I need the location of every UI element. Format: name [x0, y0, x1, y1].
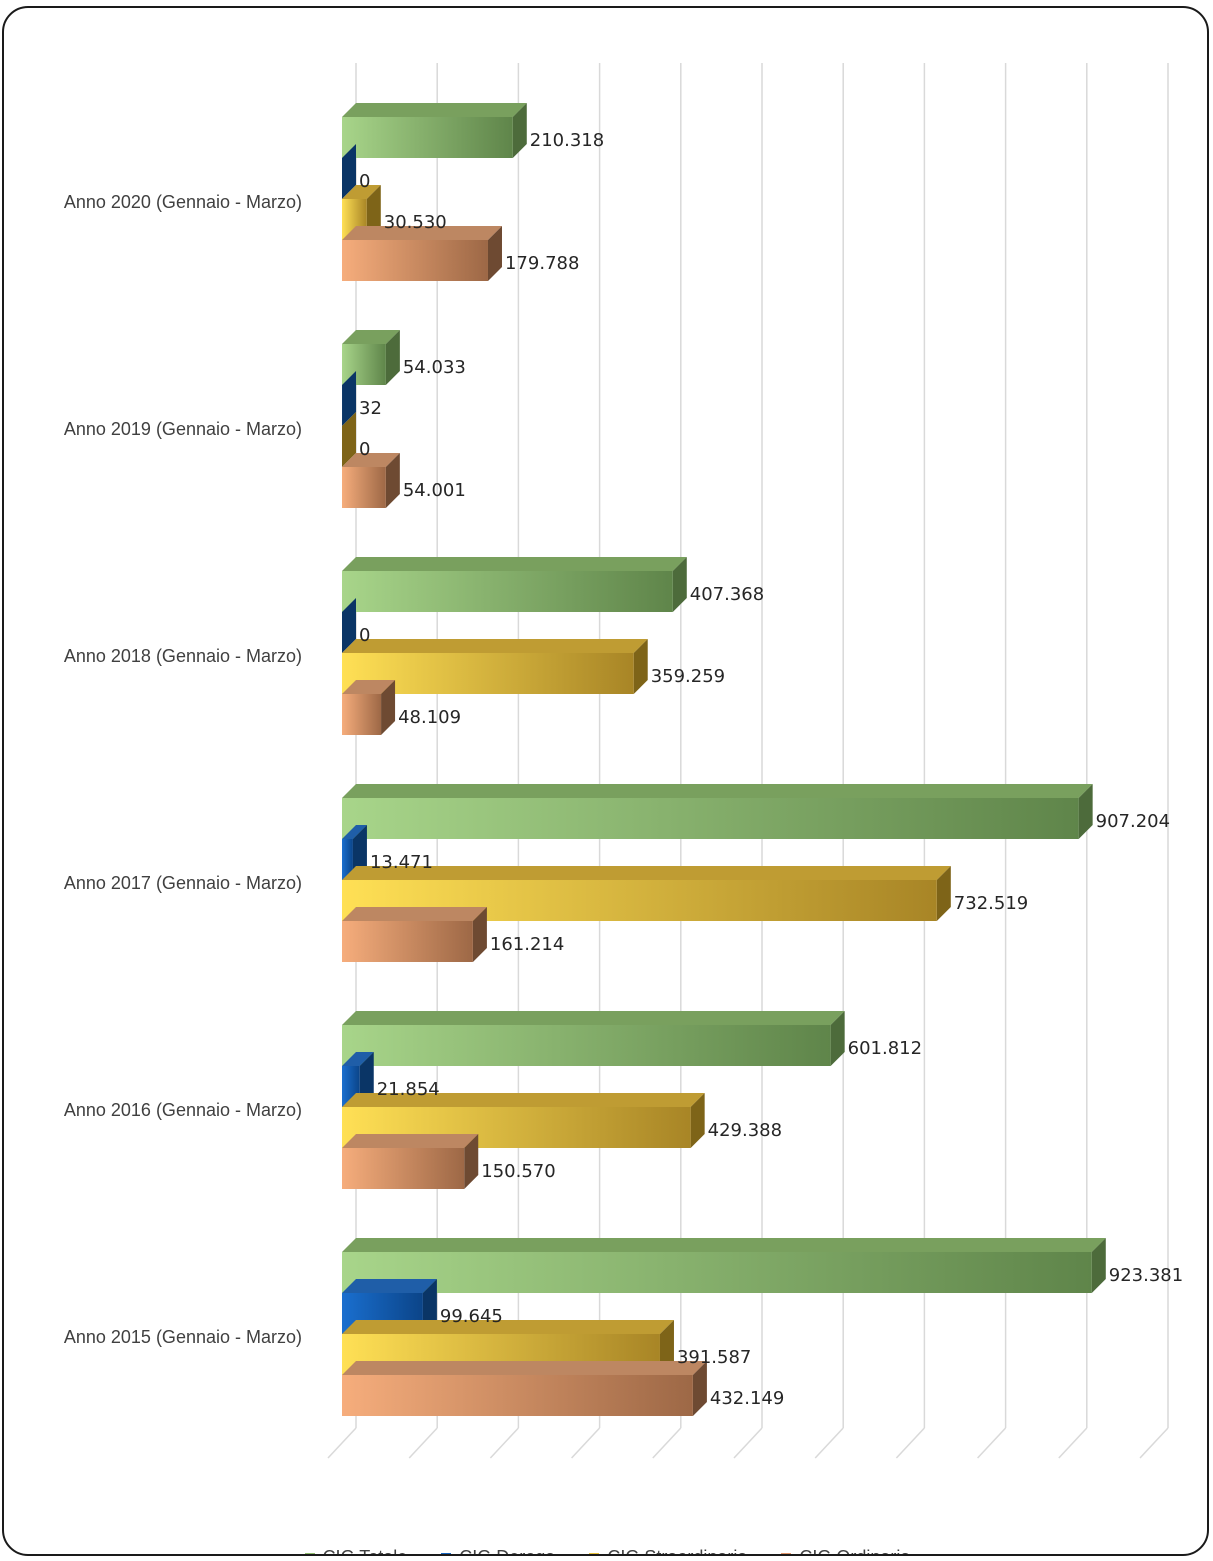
legend-swatch-cig-deroga [441, 1552, 452, 1554]
data-label-deroga: 21.854 [377, 1079, 440, 1100]
category-label: Anno 2020 (Gennaio - Marzo) [64, 192, 302, 212]
gridlines [327, 63, 1169, 1459]
data-label-ordinaria: 432.149 [710, 1388, 784, 1409]
floor-gridline [1058, 1427, 1088, 1459]
category-label: Anno 2015 (Gennaio - Marzo) [64, 1327, 302, 1347]
floor-gridline [489, 1427, 519, 1459]
bar-straordinaria [342, 412, 356, 467]
bar-deroga [342, 371, 357, 426]
chart-frame: Anno 2020 (Gennaio - Marzo) 210.318 0 30.53… [2, 6, 1209, 1556]
category-label: Anno 2019 (Gennaio - Marzo) [64, 419, 302, 439]
legend-label-cig-ordinaria: CIG Ordinaria [799, 1547, 910, 1554]
data-label-totale: 407.368 [690, 584, 764, 605]
legend-item-cig-straordinaria: CIG Straordinaria [589, 1547, 747, 1554]
data-label-straordinaria: 0 [359, 439, 370, 460]
bar-totale [342, 1011, 845, 1066]
legend-swatch-cig-straordinaria [589, 1552, 600, 1554]
floor-gridline [652, 1427, 682, 1459]
legend-item-cig-totale: CIG Totale [304, 1547, 408, 1554]
category-label: Anno 2018 (Gennaio - Marzo) [64, 646, 302, 666]
legend-swatch-cig-totale [304, 1552, 315, 1554]
data-label-deroga: 99.645 [440, 1306, 503, 1327]
data-label-straordinaria: 732.519 [954, 893, 1028, 914]
data-label-totale: 601.812 [848, 1038, 922, 1059]
bar-ordinaria [342, 453, 400, 508]
data-label-totale: 210.318 [530, 130, 604, 151]
floor-gridline [1139, 1427, 1169, 1459]
bar-ordinaria [342, 907, 487, 962]
data-label-deroga: 13.471 [370, 852, 433, 873]
category-label: Anno 2016 (Gennaio - Marzo) [64, 1100, 302, 1120]
floor-gridline [408, 1427, 438, 1459]
data-label-totale: 54.033 [403, 357, 466, 378]
floor-gridline [571, 1427, 601, 1459]
data-label-ordinaria: 54.001 [403, 480, 466, 501]
data-label-deroga: 0 [359, 171, 370, 192]
bar-totale [342, 103, 527, 158]
data-label-totale: 907.204 [1096, 811, 1170, 832]
data-label-deroga: 0 [359, 625, 370, 646]
bar-deroga [342, 598, 356, 653]
bar-ordinaria [342, 680, 396, 735]
data-label-ordinaria: 179.788 [505, 253, 579, 274]
data-label-ordinaria: 161.214 [490, 934, 564, 955]
data-label-straordinaria: 30.530 [384, 212, 447, 233]
data-label-deroga: 32 [359, 398, 382, 419]
floor-gridline [327, 1427, 357, 1459]
legend-label-cig-totale: CIG Totale [323, 1547, 408, 1554]
bar-totale [342, 1238, 1106, 1293]
data-label-straordinaria: 429.388 [708, 1120, 782, 1141]
bar-totale [342, 330, 400, 385]
bar-ordinaria [342, 1134, 479, 1189]
bar-totale [342, 784, 1093, 839]
bar-straordinaria [342, 1093, 705, 1148]
data-label-ordinaria: 48.109 [398, 707, 461, 728]
data-label-straordinaria: 359.259 [651, 666, 725, 687]
bars [342, 103, 1106, 1416]
legend-item-cig-deroga: CIG Deroga [441, 1547, 555, 1554]
bar-deroga [342, 144, 356, 199]
bar-ordinaria [342, 1361, 707, 1416]
floor-gridline [977, 1427, 1007, 1459]
data-label-totale: 923.381 [1109, 1265, 1183, 1286]
legend-label-cig-deroga: CIG Deroga [459, 1547, 555, 1554]
floor-gridline [895, 1427, 925, 1459]
legend-label-cig-straordinaria: CIG Straordinaria [607, 1547, 747, 1554]
data-label-ordinaria: 150.570 [481, 1161, 555, 1182]
bar-straordinaria [342, 866, 951, 921]
legend-item-cig-ordinaria: CIG Ordinaria [781, 1547, 910, 1554]
data-label-straordinaria: 391.587 [677, 1347, 751, 1368]
legend-swatch-cig-ordinaria [781, 1552, 792, 1554]
floor-gridline [814, 1427, 844, 1459]
bar-chart: Anno 2020 (Gennaio - Marzo) 210.318 0 30.53… [64, 63, 1183, 1459]
legend: CIG Totale CIG Deroga CIG Straordinaria … [4, 1547, 1207, 1554]
floor-gridline [733, 1427, 763, 1459]
labels: Anno 2020 (Gennaio - Marzo) 210.318 0 30.53… [64, 130, 1183, 1409]
bar-totale [342, 557, 687, 612]
category-label: Anno 2017 (Gennaio - Marzo) [64, 873, 302, 893]
bar-ordinaria [342, 226, 502, 281]
